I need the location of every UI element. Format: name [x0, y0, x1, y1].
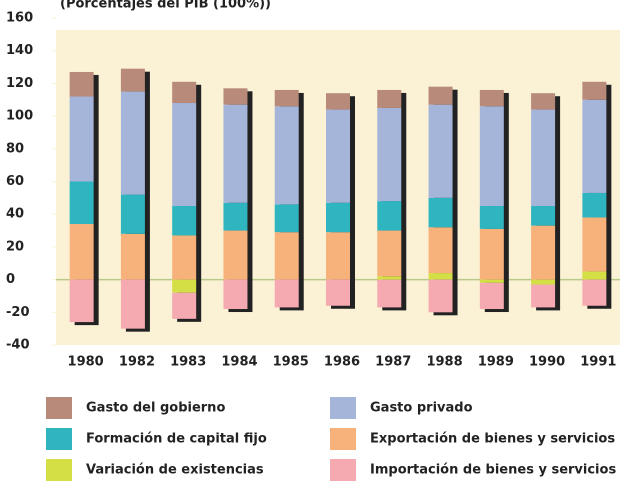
- y-tick-label: 60: [6, 174, 24, 189]
- bar-segment: [582, 99, 607, 193]
- bar-segment: [479, 282, 504, 310]
- y-tick-label: -20: [6, 305, 30, 320]
- legend-swatch: [46, 428, 72, 450]
- x-tick-label: 1986: [324, 355, 360, 370]
- x-tick-label: 1980: [68, 355, 104, 370]
- y-tick-label: -40: [6, 338, 30, 353]
- bar-segment: [69, 96, 94, 182]
- bar-segment: [377, 89, 402, 108]
- bar-segment: [172, 81, 197, 104]
- y-tick-label: 80: [6, 141, 24, 156]
- bar-segment: [377, 276, 402, 280]
- bar-segment: [479, 89, 504, 107]
- bar-segment: [326, 232, 350, 280]
- bar-segment: [582, 81, 607, 100]
- bar-segment: [377, 230, 402, 277]
- bar-segment: [377, 107, 402, 202]
- bar-segment: [120, 233, 145, 280]
- bar-segment: [223, 202, 248, 231]
- bar-segment: [120, 194, 145, 234]
- bar-segment: [172, 279, 197, 293]
- legend-swatch: [46, 459, 72, 481]
- bar-segment: [326, 109, 350, 203]
- bar-segment: [326, 93, 350, 110]
- bar-segment: [479, 228, 504, 280]
- bar-segment: [531, 279, 556, 285]
- bar-segment: [69, 181, 94, 225]
- bar-segment: [531, 206, 556, 226]
- y-tick-label: 140: [6, 43, 33, 58]
- bar-segment: [223, 279, 248, 310]
- bar-segment: [120, 279, 145, 329]
- bar-segment: [172, 292, 197, 319]
- y-tick-label: 120: [6, 76, 33, 91]
- bar-segment: [120, 68, 145, 92]
- legend-swatch: [330, 428, 356, 450]
- bar-segment: [531, 284, 556, 308]
- bar-segment: [377, 201, 402, 231]
- x-tick-label: 1989: [478, 355, 514, 370]
- legend-label: Gasto privado: [370, 401, 473, 416]
- y-tick-label: 100: [6, 109, 33, 124]
- legend-swatch: [46, 397, 72, 419]
- bar-segment: [582, 271, 607, 280]
- legend-swatch: [330, 459, 356, 481]
- bar-segment: [172, 235, 197, 280]
- bar-segment: [274, 232, 299, 280]
- bar-segment: [531, 109, 556, 207]
- bar-segment: [428, 86, 453, 105]
- bar-segment: [172, 103, 197, 207]
- bar-segment: [582, 192, 607, 218]
- bar-segment: [428, 227, 453, 274]
- x-tick-label: 1982: [119, 355, 155, 370]
- bar-segment: [274, 279, 299, 308]
- x-tick-label: 1991: [580, 355, 616, 370]
- legend-label: Importación de bienes y servicios: [370, 463, 616, 478]
- bar-segment: [377, 279, 402, 308]
- bar-segment: [120, 91, 145, 195]
- y-tick-label: 160: [6, 11, 33, 26]
- bar-segment: [428, 197, 453, 228]
- bar-segment: [428, 279, 453, 313]
- bar-segment: [223, 104, 248, 203]
- bar-segment: [69, 71, 94, 97]
- bar-segment: [479, 279, 504, 283]
- bar-segment: [274, 106, 299, 205]
- y-tick-label: 40: [6, 207, 24, 222]
- x-tick-label: 1983: [170, 355, 206, 370]
- bar-segment: [479, 206, 504, 229]
- bar-segment: [326, 279, 350, 306]
- legend-label: Formación de capital fijo: [86, 432, 267, 447]
- bar-segment: [428, 273, 453, 280]
- x-tick-label: 1990: [529, 355, 565, 370]
- legend-swatch: [330, 397, 356, 419]
- legend-label: Variación de existencias: [86, 463, 264, 478]
- x-tick-label: 1985: [273, 355, 309, 370]
- bar-segment: [582, 279, 607, 306]
- legend-label: Gasto del gobierno: [86, 401, 225, 416]
- x-tick-label: 1987: [375, 355, 411, 370]
- chart-subtitle: (Porcentajes del PIB (100%)): [60, 0, 271, 12]
- bar-segment: [531, 93, 556, 110]
- y-tick-label: 0: [6, 272, 15, 287]
- bar-segment: [223, 230, 248, 280]
- x-tick-label: 1984: [221, 355, 257, 370]
- bar-segment: [428, 104, 453, 198]
- bar-segment: [274, 89, 299, 107]
- y-tick-label: 20: [6, 239, 24, 254]
- bar-segment: [172, 206, 197, 236]
- legend-label: Exportación de bienes y servicios: [370, 432, 615, 447]
- bar-segment: [69, 279, 94, 323]
- bar-segment: [274, 204, 299, 233]
- bar-segment: [326, 202, 350, 233]
- bar-segment: [69, 224, 94, 280]
- bar-segment: [582, 217, 607, 272]
- x-tick-label: 1988: [426, 355, 462, 370]
- bar-segment: [223, 88, 248, 105]
- bar-segment: [531, 225, 556, 280]
- bar-segment: [479, 106, 504, 207]
